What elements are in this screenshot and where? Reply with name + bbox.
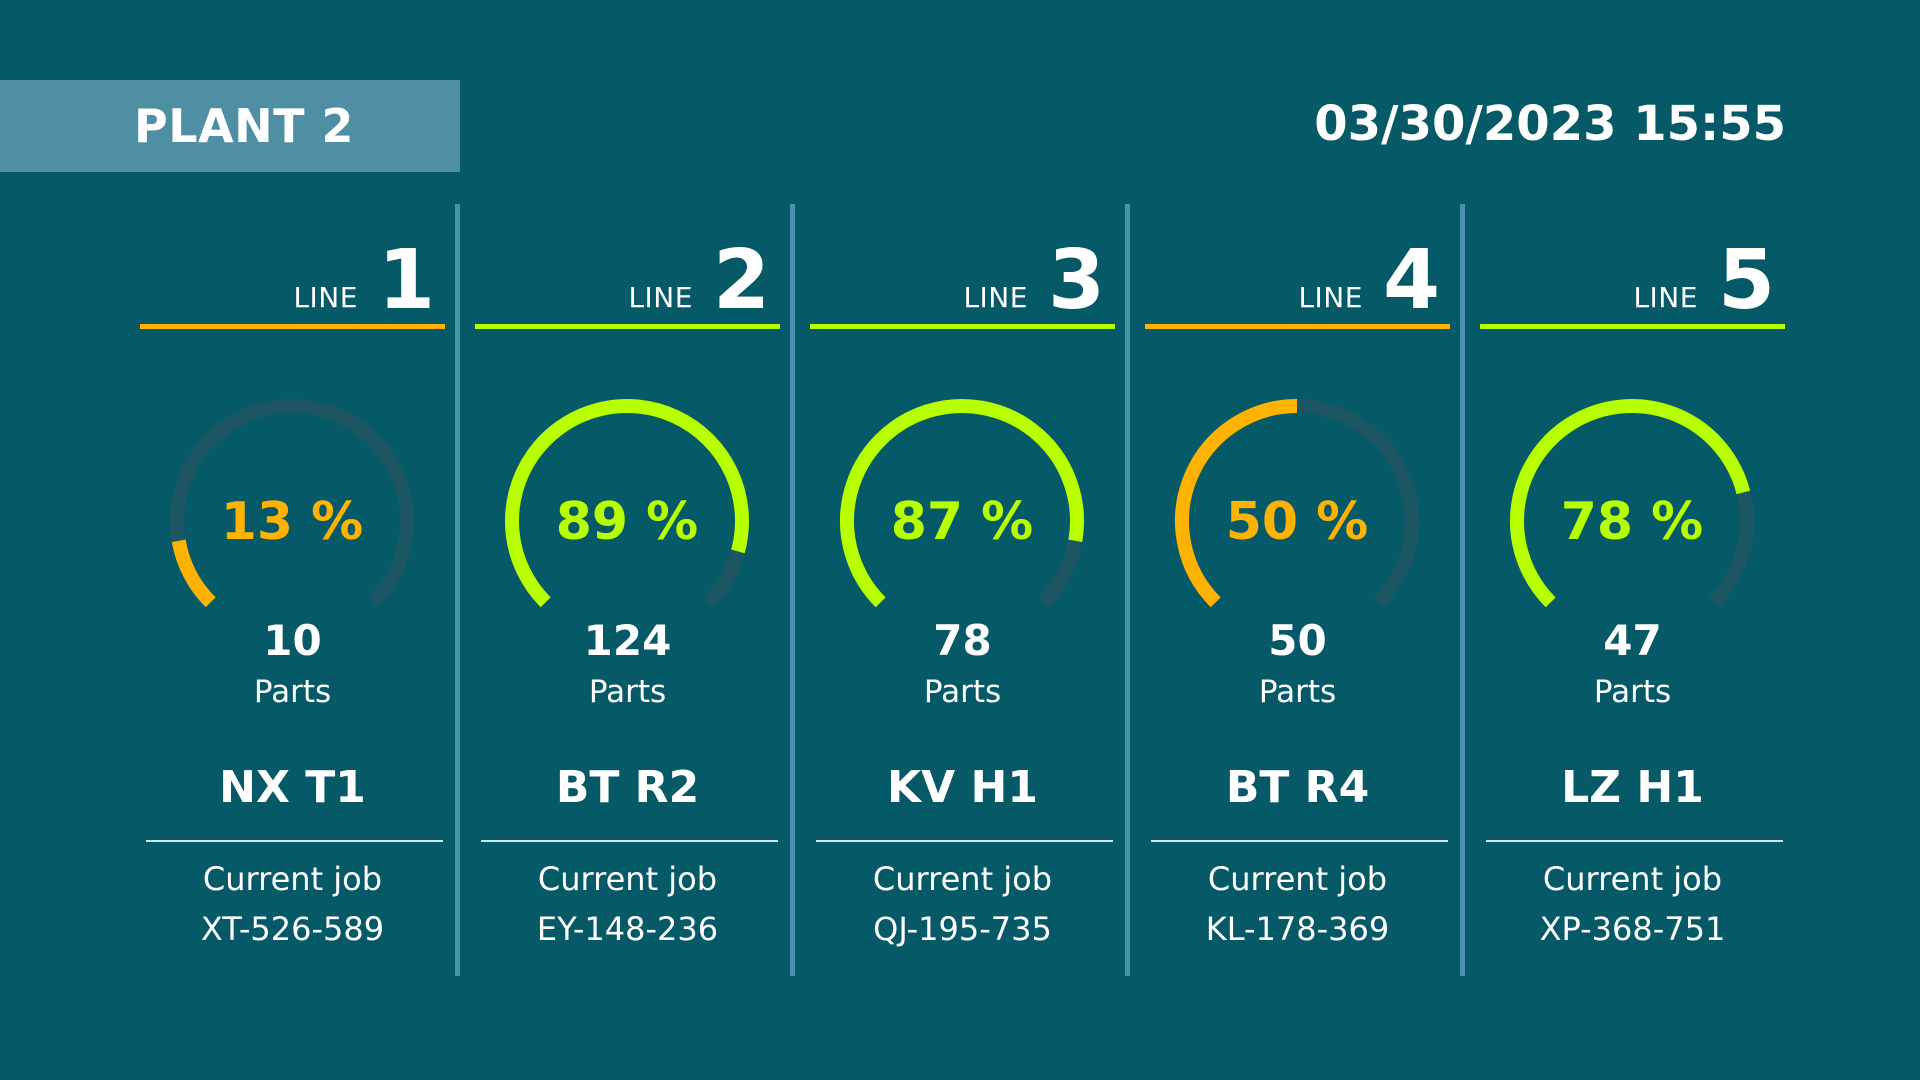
line-number: 3 (1047, 233, 1105, 328)
line-word: LINE (1633, 281, 1698, 314)
job-divider (816, 840, 1113, 842)
column-divider (1460, 204, 1465, 976)
parts-label: Parts (588, 674, 667, 710)
job-divider (1151, 840, 1448, 842)
parts-label: Parts (1593, 674, 1672, 710)
line-status-underline (140, 324, 445, 329)
product-name: BT R2 (555, 762, 700, 813)
line-word: LINE (963, 281, 1028, 314)
parts-count: 50 (1268, 616, 1327, 665)
progress-gauge: 13 % (167, 396, 417, 646)
progress-gauge: 87 % (837, 396, 1087, 646)
job-id: KL-178-369 (1205, 910, 1390, 948)
job-divider (481, 840, 778, 842)
gauge-fill (1510, 399, 1751, 608)
line-number: 4 (1382, 233, 1440, 328)
current-job-label: Current job (1542, 860, 1723, 898)
percent-value: 89 % (555, 492, 699, 552)
job-id: QJ-195-735 (873, 910, 1052, 948)
percent-value: 87 % (890, 492, 1034, 552)
gauge-track (170, 399, 414, 608)
percent-value: 50 % (1225, 492, 1369, 552)
product-name: NX T1 (219, 762, 366, 813)
product-name: BT R4 (1225, 762, 1370, 813)
job-id: XP-368-751 (1539, 910, 1726, 948)
line-status-underline (1480, 324, 1785, 329)
job-id: XT-526-589 (200, 910, 385, 948)
line-panel-5: LINE 5 78 % 47 Parts LZ H1 Current job X… (1480, 236, 1785, 956)
date-time: 03/30/2023 15:55 (1314, 96, 1786, 152)
plant-title: PLANT 2 (134, 99, 355, 153)
job-divider (146, 840, 443, 842)
product-name: KV H1 (887, 762, 1038, 813)
gauge-fill (1175, 399, 1298, 608)
parts-label: Parts (1258, 674, 1337, 710)
current-job-label: Current job (202, 860, 383, 898)
line-panel-3: LINE 3 87 % 78 Parts KV H1 Current job Q… (810, 236, 1115, 956)
parts-count: 124 (583, 616, 672, 665)
line-panel-1: LINE 1 13 % 10 Parts NX T1 Current job X… (140, 236, 445, 956)
parts-label: Parts (923, 674, 1002, 710)
current-job-label: Current job (872, 860, 1053, 898)
gauge-fill (505, 399, 749, 608)
gauge-ring (1175, 399, 1419, 608)
line-number: 2 (712, 233, 770, 328)
column-divider (455, 204, 460, 976)
progress-gauge: 89 % (502, 396, 752, 646)
parts-count: 10 (263, 616, 322, 665)
percent-value: 78 % (1560, 492, 1704, 552)
line-word: LINE (628, 281, 693, 314)
line-header: LINE 1 (293, 236, 445, 326)
progress-gauge: 50 % (1172, 396, 1422, 646)
current-job-label: Current job (1207, 860, 1388, 898)
line-header: LINE 4 (1298, 236, 1450, 326)
gauge-fill (171, 539, 216, 608)
gauge-ring (170, 399, 414, 608)
line-number: 5 (1717, 233, 1775, 328)
product-name: LZ H1 (1561, 762, 1704, 813)
line-header: LINE 2 (628, 236, 780, 326)
line-header: LINE 5 (1633, 236, 1785, 326)
parts-count: 47 (1603, 616, 1662, 665)
line-word: LINE (293, 281, 358, 314)
column-divider (790, 204, 795, 976)
gauge-ring (840, 399, 1084, 608)
gauge-fill (840, 399, 1084, 608)
job-divider (1486, 840, 1783, 842)
job-id: EY-148-236 (536, 910, 719, 948)
plant-banner: PLANT 2 (0, 80, 460, 172)
percent-value: 13 % (220, 492, 364, 552)
line-header: LINE 3 (963, 236, 1115, 326)
line-panel-2: LINE 2 89 % 124 Parts BT R2 Current job … (475, 236, 780, 956)
current-job-label: Current job (537, 860, 718, 898)
line-number: 1 (377, 233, 435, 328)
parts-count: 78 (933, 616, 992, 665)
line-word: LINE (1298, 281, 1363, 314)
parts-label: Parts (253, 674, 332, 710)
gauge-ring (505, 399, 749, 608)
line-panel-4: LINE 4 50 % 50 Parts BT R4 Current job K… (1145, 236, 1450, 956)
column-divider (1125, 204, 1130, 976)
line-status-underline (475, 324, 780, 329)
gauge-ring (1510, 399, 1754, 608)
progress-gauge: 78 % (1507, 396, 1757, 646)
line-status-underline (810, 324, 1115, 329)
line-status-underline (1145, 324, 1450, 329)
